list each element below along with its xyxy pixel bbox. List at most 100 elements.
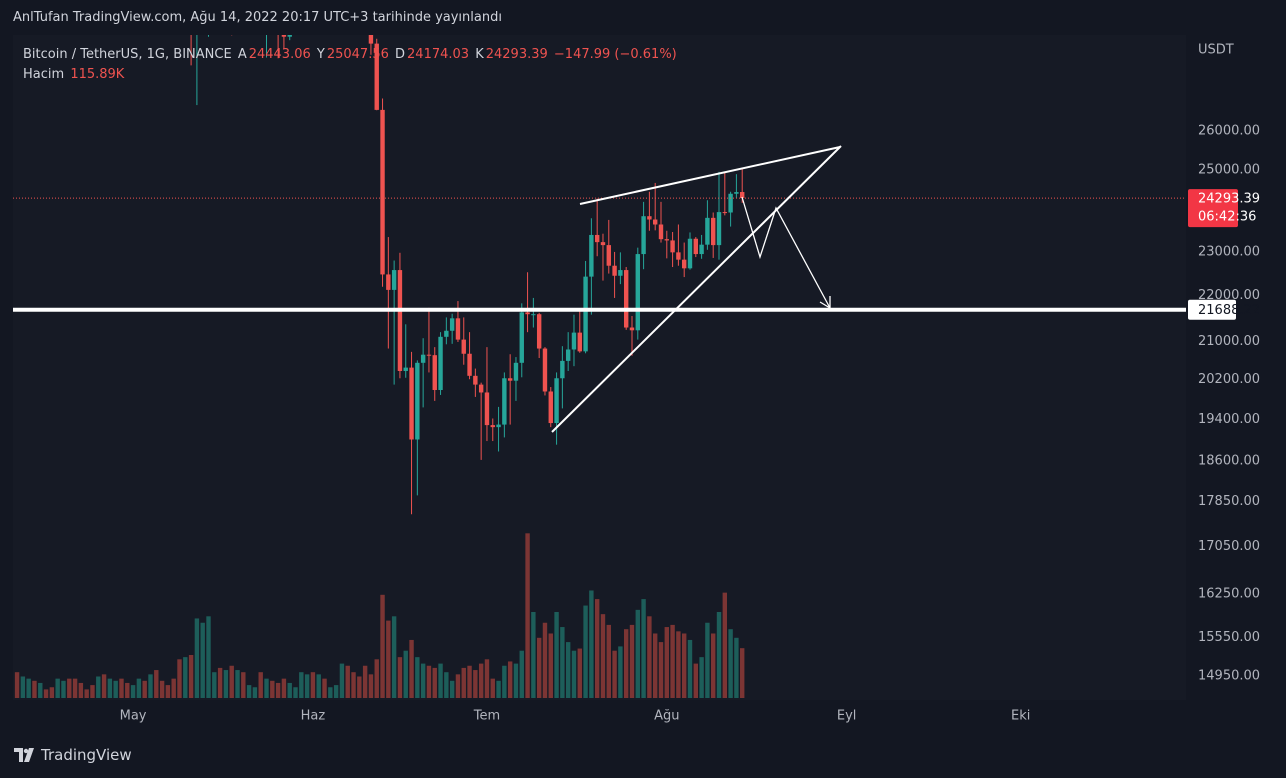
volume-bar xyxy=(484,659,490,698)
volume-value: 115.89K xyxy=(70,67,125,82)
y-tick-label: 22000.00 xyxy=(1198,288,1260,303)
candle-body xyxy=(467,353,472,376)
candle-body xyxy=(629,327,635,331)
high-value: 25047.56 xyxy=(326,47,389,62)
level-label-box xyxy=(1188,299,1236,320)
volume-bar xyxy=(357,676,362,698)
volume-bar xyxy=(623,629,629,698)
volume-bar xyxy=(165,685,171,698)
candle-body xyxy=(635,254,640,331)
candle-body xyxy=(432,355,437,391)
volume-bar xyxy=(676,631,681,698)
candle-body xyxy=(426,354,432,356)
volume-bar xyxy=(374,659,379,698)
volume-bar xyxy=(740,648,745,698)
volume-bar xyxy=(212,672,217,698)
y-tick-label: 20200.00 xyxy=(1198,372,1260,387)
candle-body xyxy=(409,367,414,440)
candle-body xyxy=(519,312,524,363)
volume-bar xyxy=(345,665,350,698)
volume-name: Hacim xyxy=(23,67,65,82)
candle-body xyxy=(449,318,455,331)
volume-bar xyxy=(264,678,269,698)
volume-bar xyxy=(38,682,43,698)
volume-bar xyxy=(380,594,385,698)
volume-bar xyxy=(536,637,542,698)
volume-bar xyxy=(426,665,432,698)
volume-bar xyxy=(705,622,710,698)
volume-bar xyxy=(119,678,124,698)
level-label: 21688.22 xyxy=(1198,303,1260,318)
volume-bar xyxy=(386,620,391,698)
volume-bar xyxy=(565,642,571,698)
candle-layer xyxy=(13,35,1186,515)
volume-bar xyxy=(600,614,606,698)
volume-bar xyxy=(78,682,84,698)
volume-bar xyxy=(496,680,501,698)
x-tick-label: Tem xyxy=(473,709,500,724)
candle-body xyxy=(287,35,292,37)
candle-body xyxy=(623,270,629,328)
volume-bar xyxy=(403,650,408,698)
candle-body xyxy=(525,312,530,315)
x-tick-label: Eyl xyxy=(837,709,857,724)
brand-name: TradingView xyxy=(41,746,132,764)
volume-bar xyxy=(148,674,153,698)
wedge-upper xyxy=(579,146,841,205)
candle-body xyxy=(594,234,600,243)
ohlc-name: Y xyxy=(316,47,325,62)
volume-bar xyxy=(635,609,640,698)
volume-bar xyxy=(658,642,664,698)
candle-body xyxy=(658,224,664,240)
low-value: 24174.03 xyxy=(407,47,470,62)
volume-bar xyxy=(728,629,733,698)
volume-bar xyxy=(275,682,281,698)
y-tick-label: 21000.00 xyxy=(1198,334,1260,349)
volume-bar xyxy=(368,674,374,698)
volume-bar xyxy=(293,687,298,698)
volume-bar xyxy=(699,657,704,698)
volume-bar xyxy=(72,678,78,698)
volume-bar xyxy=(560,627,565,698)
volume-bar xyxy=(32,680,37,698)
last-price-label: 24293.39 xyxy=(1198,192,1260,207)
volume-bar xyxy=(90,685,95,698)
pane xyxy=(13,35,1186,700)
volume-bar xyxy=(542,622,548,698)
volume-bar xyxy=(420,663,426,698)
y-tick-label: 18600.00 xyxy=(1198,453,1260,468)
candle-body xyxy=(536,314,542,349)
candle-body xyxy=(641,216,646,255)
volume-bar xyxy=(618,646,623,698)
candle-body xyxy=(652,219,658,225)
volume-bar xyxy=(409,639,414,698)
x-tick-label: May xyxy=(120,709,147,724)
y-tick-label: 19400.00 xyxy=(1198,412,1260,427)
volume-bar xyxy=(217,667,223,698)
legend-row: Hacim 115.89K xyxy=(23,65,679,85)
candle-body xyxy=(461,339,466,354)
volume-bar xyxy=(200,622,205,698)
volume-bar xyxy=(478,663,484,698)
volume-bar xyxy=(194,618,200,698)
volume-bar xyxy=(583,605,588,698)
volume-bar xyxy=(316,674,321,698)
candle-body xyxy=(740,192,745,199)
projection-path xyxy=(741,196,831,309)
x-tick-label: Haz xyxy=(301,709,326,724)
volume-bar xyxy=(206,616,211,698)
candle-body xyxy=(647,216,652,220)
volume-bar xyxy=(130,685,136,698)
legend-row: Bitcoin / TetherUS, 1G, BINANCE A 24443.0… xyxy=(23,45,679,65)
volume-bar xyxy=(716,612,722,698)
volume-bar xyxy=(594,599,600,698)
y-tick-label: 25000.00 xyxy=(1198,162,1260,177)
volume-bar xyxy=(101,674,107,698)
volume-bar xyxy=(438,663,443,698)
volume-bar xyxy=(188,655,194,698)
open-value: 24443.06 xyxy=(248,47,311,62)
volume-bar xyxy=(333,685,339,698)
volume-bar xyxy=(513,663,519,698)
